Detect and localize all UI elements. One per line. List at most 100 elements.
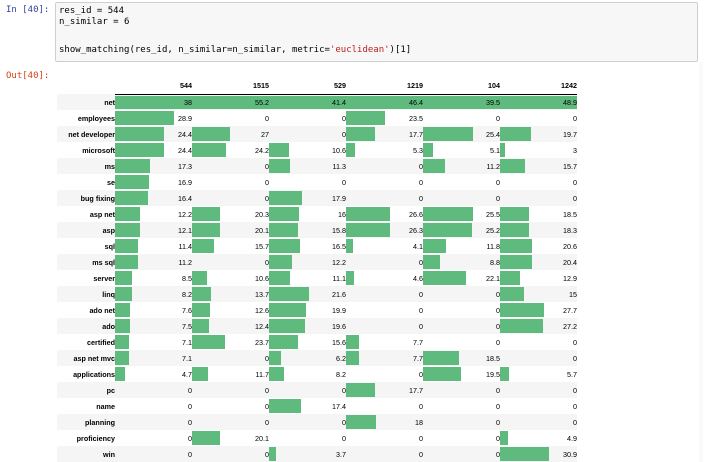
cell-value: 12.2 — [332, 257, 346, 267]
data-bar — [423, 223, 473, 237]
row-label: microsoft — [82, 145, 115, 155]
table-cell: 0 — [500, 350, 577, 366]
table-cell: 0 — [423, 430, 500, 446]
cell-value: 0 — [496, 337, 500, 347]
table-cell: 41.4 — [269, 94, 346, 110]
data-bar — [115, 287, 132, 301]
cell-value: 7.7 — [413, 337, 423, 347]
code-line-1: res_id = 544 — [59, 6, 125, 16]
cell-value: 0 — [496, 401, 500, 411]
cell-value: 8.5 — [182, 273, 192, 283]
data-bar — [269, 335, 298, 349]
data-bar — [423, 351, 460, 365]
cell-value: 0 — [419, 321, 423, 331]
table-cell: 27.2 — [500, 318, 577, 334]
data-bar — [500, 143, 505, 157]
row-label: applications — [73, 369, 115, 379]
row-label: employees — [77, 113, 115, 123]
data-bar — [346, 95, 423, 109]
code-string-literal: 'euclidean' — [329, 45, 390, 55]
cell-value: 17.7 — [409, 129, 423, 139]
cell-value: 23.5 — [409, 113, 423, 123]
cell-value: 39.5 — [486, 97, 500, 107]
cell-value: 30.9 — [563, 449, 577, 459]
table-cell: 0 — [269, 430, 346, 446]
cell-value: 17.4 — [332, 401, 346, 411]
cell-value: 0 — [496, 417, 500, 427]
table-cell: 0 — [500, 398, 577, 414]
table-cell: 25.4 — [423, 126, 500, 142]
row-label: ms sql — [57, 254, 115, 270]
table-cell: 15.7 — [500, 158, 577, 174]
cell-value: 0 — [188, 449, 192, 459]
cell-value: 0 — [419, 257, 423, 267]
cell-value: 25.5 — [486, 209, 500, 219]
cell-value: 7.5 — [182, 321, 192, 331]
row-label: ms — [57, 158, 115, 174]
data-bar — [269, 303, 306, 317]
cell-value: 15.7 — [563, 161, 577, 171]
column-header: 544 — [115, 78, 192, 95]
cell-value: 0 — [419, 289, 423, 299]
table-cell: 17.7 — [346, 382, 423, 398]
table-cell: 7.7 — [346, 334, 423, 350]
output-scrollbar[interactable] — [699, 62, 703, 462]
cell-value: 0 — [265, 385, 269, 395]
cell-value: 0 — [342, 177, 346, 187]
table-cell: 0 — [423, 334, 500, 350]
cell-value: 0 — [419, 449, 423, 459]
table-cell: 11.1 — [269, 270, 346, 286]
cell-value: 0 — [496, 177, 500, 187]
cell-value: 12.2 — [178, 209, 192, 219]
table-cell: 12.4 — [192, 318, 269, 334]
data-bar — [500, 255, 533, 269]
table-cell: 24.4 — [115, 142, 192, 158]
cell-value: 11.4 — [178, 241, 192, 251]
data-bar — [115, 271, 133, 285]
table-cell: 26.3 — [346, 222, 423, 238]
table-cell: 0 — [115, 414, 192, 430]
table-cell: 0 — [115, 382, 192, 398]
table-cell: 20.3 — [192, 206, 269, 222]
data-bar — [423, 239, 446, 253]
table-cell: 26.6 — [346, 206, 423, 222]
data-bar — [500, 431, 508, 445]
cell-value: 0 — [496, 385, 500, 395]
code-cell[interactable]: res_id = 544 n_similar = 6 show_matching… — [55, 2, 698, 62]
cell-value: 18 — [415, 417, 423, 427]
cell-value: 18.5 — [486, 353, 500, 363]
cell-value: 0 — [496, 289, 500, 299]
table-cell: 24.4 — [115, 126, 192, 142]
data-bar — [500, 303, 544, 317]
row-label: asp net — [89, 209, 115, 219]
table-cell: 0 — [423, 446, 500, 462]
code-line-3: show_matching(res_id, n_similar=n_simila… — [59, 45, 411, 55]
table-cell: 0 — [423, 174, 500, 190]
index-header — [57, 78, 115, 94]
cell-value: 7.1 — [182, 337, 192, 347]
data-bar — [269, 239, 300, 253]
table-cell: 7.5 — [115, 318, 192, 334]
cell-value: 0 — [419, 177, 423, 187]
data-bar — [192, 127, 230, 141]
data-bar — [500, 239, 533, 253]
data-bar — [423, 95, 500, 109]
data-bar — [500, 95, 577, 109]
data-bar — [192, 223, 221, 237]
table-cell: 17.3 — [115, 158, 192, 174]
table-cell: 5.1 — [423, 142, 500, 158]
table-cell: 4.6 — [346, 270, 423, 286]
table-cell: 8.2 — [269, 366, 346, 382]
row-label: proficiency — [76, 433, 115, 443]
table-cell: 11.2 — [115, 254, 192, 270]
output-prompt: Out[40]: — [6, 71, 50, 81]
table-cell: 24.2 — [192, 142, 269, 158]
table-cell: 15.6 — [269, 334, 346, 350]
table-cell: 11.7 — [192, 366, 269, 382]
cell-value: 27.2 — [563, 321, 577, 331]
table-row: asp 12.1 20.1 15.8 26.3 25.2 18.3 — [57, 222, 577, 238]
cell-value: 0 — [573, 113, 577, 123]
data-bar — [115, 127, 165, 141]
data-bar — [423, 207, 473, 221]
data-bar — [115, 159, 151, 173]
